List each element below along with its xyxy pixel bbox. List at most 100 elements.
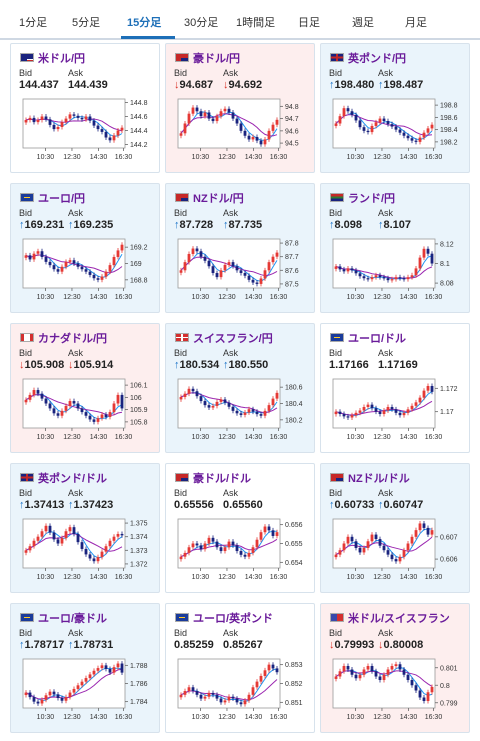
y-tick-label: 144.8 [130, 100, 148, 107]
bid-label: Bid [174, 628, 188, 638]
candle-body [64, 697, 68, 701]
candle-body [52, 532, 56, 540]
candle-body [267, 405, 271, 411]
arrow-up-icon: ↑ [223, 359, 229, 371]
rate-card[interactable]: ユーロ/円 Bid Ask ↑169.231 ↑169.235 169.2 169 168.8… [10, 183, 160, 313]
candle-body [430, 530, 434, 535]
y-tick-label: 1.172 [440, 386, 458, 393]
rate-card[interactable]: 英ポンド/円 Bid Ask ↑198.480 ↑198.487 198.8 198.6 19… [320, 43, 470, 173]
candle-body [418, 137, 422, 142]
candle-body [362, 407, 366, 411]
eu-flag-icon [20, 193, 34, 202]
candle-body [366, 666, 370, 670]
candle-body [104, 131, 108, 138]
candle-body [259, 532, 263, 540]
price-chart: 0.656 0.655 0.654 10:30 12:30 14:30 16:30 [177, 518, 303, 581]
candle-body [398, 556, 402, 562]
candle-body [187, 388, 191, 394]
candle-body [362, 547, 366, 553]
ask-price: 0.60747 [383, 499, 424, 511]
candle-body [239, 123, 243, 131]
candle-body [120, 394, 124, 409]
rate-card[interactable]: ランド/円 Bid Ask ↑8.098 ↑8.107 8.12 8.1 8.08 10:30 1… [320, 183, 470, 313]
us-ch-flag-icon [330, 613, 344, 622]
candle-body [219, 111, 223, 117]
rate-card[interactable]: ユーロ/英ポンド Bid Ask 0.85259 0.85267 0.853 0.852 0.… [165, 603, 315, 733]
candle-body [80, 681, 84, 686]
candle-body [207, 112, 211, 119]
candle-body [56, 413, 60, 416]
tab-7[interactable]: 週足 [352, 17, 374, 29]
tab-3[interactable]: 15分足 [127, 17, 162, 29]
currency-pair-label: カナダドル/円 [38, 333, 108, 345]
y-tick-label: 0.606 [440, 557, 458, 564]
x-tick-label: 10:30 [347, 294, 365, 301]
candle-body [418, 397, 422, 403]
bid-label: Bid [174, 208, 188, 218]
candle-body [72, 688, 76, 693]
rate-card[interactable]: 豪ドル/ドル Bid Ask 0.65556 0.65560 0.656 0.655 0.65… [165, 463, 315, 593]
candle-body [84, 412, 88, 416]
rate-card[interactable]: NZドル/ドル Bid Ask ↑0.60733 ↑0.60747 0.607 0.606 1… [320, 463, 470, 593]
rate-card[interactable]: 豪ドル/円 Bid Ask ↓94.687 ↓94.692 94.8 94.7 94.6 94.… [165, 43, 315, 173]
candle-body [346, 416, 350, 418]
rate-card[interactable]: 米ドル/円 Bid Ask 144.437 144.439 144.8 144.6 144.4… [10, 43, 160, 173]
rate-card[interactable]: NZドル/円 Bid Ask ↑87.728 ↑87.735 87.8 87.7 87.6 87… [165, 183, 315, 313]
timeframe-tab-bar: 1分足 5分足 15分足 30分足 1時間足 日足 週足 月足 [0, 0, 480, 40]
tab-2[interactable]: 5分足 [72, 17, 101, 29]
y-tick-label: 106.1 [130, 383, 148, 390]
bid-price: 1.17166 [329, 359, 369, 371]
x-tick-label: 12:30 [63, 714, 81, 721]
tab-4[interactable]: 30分足 [184, 17, 219, 29]
candle-body [52, 691, 56, 695]
ask-label: Ask [68, 488, 84, 498]
rate-card[interactable]: 英ポンド/ドル Bid Ask ↑1.37413 ↑1.37423 1.375 1.374 1… [10, 463, 160, 593]
candle-body [60, 122, 64, 127]
rate-card[interactable]: ユーロ/豪ドル Bid Ask ↑1.78717 ↑1.78731 1.788 1.786 1… [10, 603, 160, 733]
tab-6[interactable]: 日足 [298, 17, 320, 29]
currency-pair-label: ユーロ/円 [38, 193, 86, 205]
ask-price: 0.65560 [223, 499, 263, 511]
candle-body [80, 117, 84, 120]
candle-body [112, 256, 116, 266]
candle-body [370, 125, 374, 133]
currency-pair-label: 豪ドル/ドル [193, 473, 252, 485]
y-tick-label: 1.374 [130, 534, 148, 541]
candle-body [92, 419, 96, 422]
candle-body [350, 415, 354, 418]
candle-body [414, 402, 418, 406]
candle-body [418, 523, 422, 531]
tab-5[interactable]: 1時間足 [236, 17, 276, 29]
candle-body [112, 667, 116, 673]
y-tick-label: 105.8 [130, 419, 148, 426]
rate-card[interactable]: カナダドル/円 Bid Ask ↓105.908 ↓105.914 106.1 106 105… [10, 323, 160, 453]
candle-body [28, 692, 32, 698]
candle-body [183, 552, 187, 557]
candle-body [338, 116, 342, 124]
price-chart: 87.8 87.7 87.6 87.5 10:30 12:30 14:30 16:30 [177, 238, 299, 301]
candle-body [406, 135, 410, 139]
candle-body [36, 701, 40, 704]
candle-body [120, 127, 124, 131]
candle-body [52, 408, 56, 414]
candle-body [96, 278, 100, 280]
candle-body [231, 112, 235, 119]
candle-body [183, 262, 187, 271]
tab-1[interactable]: 1分足 [19, 17, 48, 29]
tab-8[interactable]: 月足 [405, 17, 427, 29]
y-tick-label: 0.655 [285, 541, 303, 548]
candle-body [108, 540, 112, 547]
x-tick-label: 14:30 [245, 714, 263, 721]
rate-card[interactable]: ユーロ/ドル Bid Ask 1.17166 1.17169 1.172 1.17 10:30… [320, 323, 470, 453]
candle-body [100, 129, 104, 132]
rate-card[interactable]: スイスフラン/円 Bid Ask ↑180.534 ↑180.550 180.6 180.4… [165, 323, 315, 453]
candle-body [195, 107, 199, 112]
au-flag-icon [175, 53, 189, 62]
candle-body [358, 547, 362, 553]
rate-card[interactable]: 米ドル/スイスフラン Bid Ask ↓0.79993 ↓0.80008 0.801 0.8… [320, 603, 470, 733]
x-tick-label: 12:30 [63, 154, 81, 161]
price-chart: 0.801 0.8 0.799 10:30 12:30 14:30 16:30 [332, 658, 458, 721]
bid-price: 0.85259 [174, 639, 214, 651]
candle-body [76, 263, 80, 267]
candle-body [342, 108, 346, 117]
